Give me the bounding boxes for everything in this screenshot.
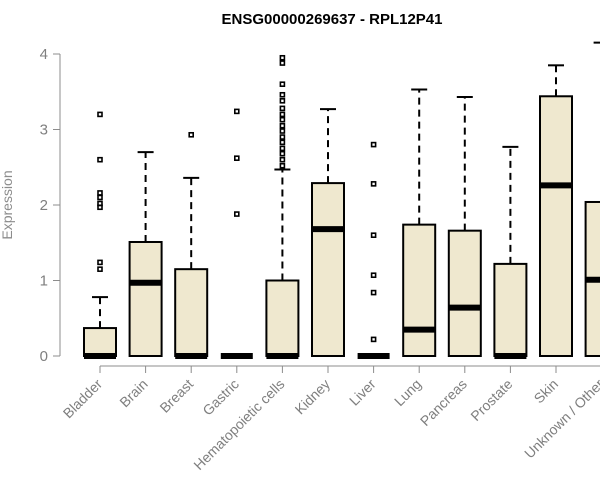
- outlier-point: [188, 131, 194, 138]
- chart-title: ENSG00000269637 - RPL12P41: [222, 11, 443, 28]
- x-tick-label: Lung: [391, 376, 424, 409]
- outlier-point: [279, 150, 286, 157]
- outlier-point: [97, 266, 103, 272]
- y-tick-label: 0: [40, 348, 48, 365]
- x-tick-label: Bladder: [60, 376, 106, 422]
- outlier-point: [370, 232, 377, 238]
- outlier-point: [234, 108, 240, 115]
- y-axis-label: Expression: [0, 170, 15, 239]
- outlier-point: [279, 128, 286, 134]
- outlier-point: [279, 139, 286, 146]
- outlier-point: [279, 134, 286, 140]
- box-gastric: [220, 108, 253, 359]
- outlier-point: [279, 145, 286, 152]
- box-body: [311, 182, 345, 357]
- box-skin: [539, 64, 573, 357]
- outlier-point: [370, 141, 377, 148]
- outlier-point: [370, 336, 377, 343]
- x-tick-label: Skin: [531, 376, 562, 407]
- outlier-point: [97, 156, 103, 163]
- box-hematopoietic-cells: [265, 54, 300, 359]
- box-body: [83, 327, 117, 358]
- outlier-point: [370, 272, 377, 279]
- y-tick-label: 3: [40, 122, 48, 139]
- box-pancreas: [447, 96, 482, 357]
- box-kidney: [311, 108, 345, 357]
- box-liver: [357, 141, 390, 359]
- outlier-point: [279, 105, 286, 112]
- y-tick-label: 4: [40, 46, 48, 63]
- box-lung: [402, 88, 437, 357]
- outlier-point: [279, 81, 286, 87]
- outlier-point: [279, 54, 286, 61]
- box-unknown-other: [584, 41, 600, 357]
- outlier-point: [279, 111, 286, 118]
- outlier-point: [279, 156, 286, 163]
- y-tick-label: 1: [40, 273, 48, 290]
- outlier-point: [279, 122, 286, 129]
- x-tick-label: Liver: [346, 376, 379, 409]
- outlier-point: [279, 91, 286, 98]
- box-body: [539, 95, 573, 357]
- box-prostate: [493, 145, 528, 359]
- outlier-point: [370, 289, 377, 296]
- box-body: [447, 229, 482, 357]
- x-tick-label: Prostate: [467, 376, 515, 424]
- outlier-point: [97, 259, 103, 266]
- outlier-point: [97, 194, 103, 201]
- outlier-point: [279, 162, 286, 169]
- x-tick-label: Gastric: [199, 376, 242, 419]
- box-breast: [174, 131, 209, 359]
- outlier-point: [279, 60, 286, 66]
- box-body: [128, 240, 163, 357]
- x-tick-label: Brain: [116, 376, 150, 410]
- y-axis: 0 1 2 3 4: [40, 46, 61, 365]
- y-tick-label: 2: [40, 197, 48, 214]
- outlier-point: [279, 98, 286, 104]
- x-tick-label: Pancreas: [417, 376, 470, 429]
- x-tick-label: Hematopoietic cells: [190, 376, 287, 473]
- outlier-point: [97, 111, 103, 118]
- x-tick-label: Breast: [156, 376, 196, 416]
- outlier-point: [234, 211, 240, 217]
- box-bladder: [83, 111, 117, 359]
- box-brain: [128, 151, 163, 357]
- outlier-point: [97, 200, 103, 207]
- x-tick-label: Unknown / Other: [521, 376, 600, 462]
- outlier-point: [97, 190, 103, 196]
- outlier-point: [234, 155, 240, 161]
- box-body: [265, 279, 300, 357]
- box-body: [493, 262, 528, 358]
- plot-area: [83, 41, 600, 359]
- outlier-point: [370, 181, 377, 187]
- outlier-point: [279, 116, 286, 123]
- box-body: [174, 268, 209, 357]
- x-tick-label: Kidney: [292, 376, 334, 418]
- box-body: [402, 223, 437, 357]
